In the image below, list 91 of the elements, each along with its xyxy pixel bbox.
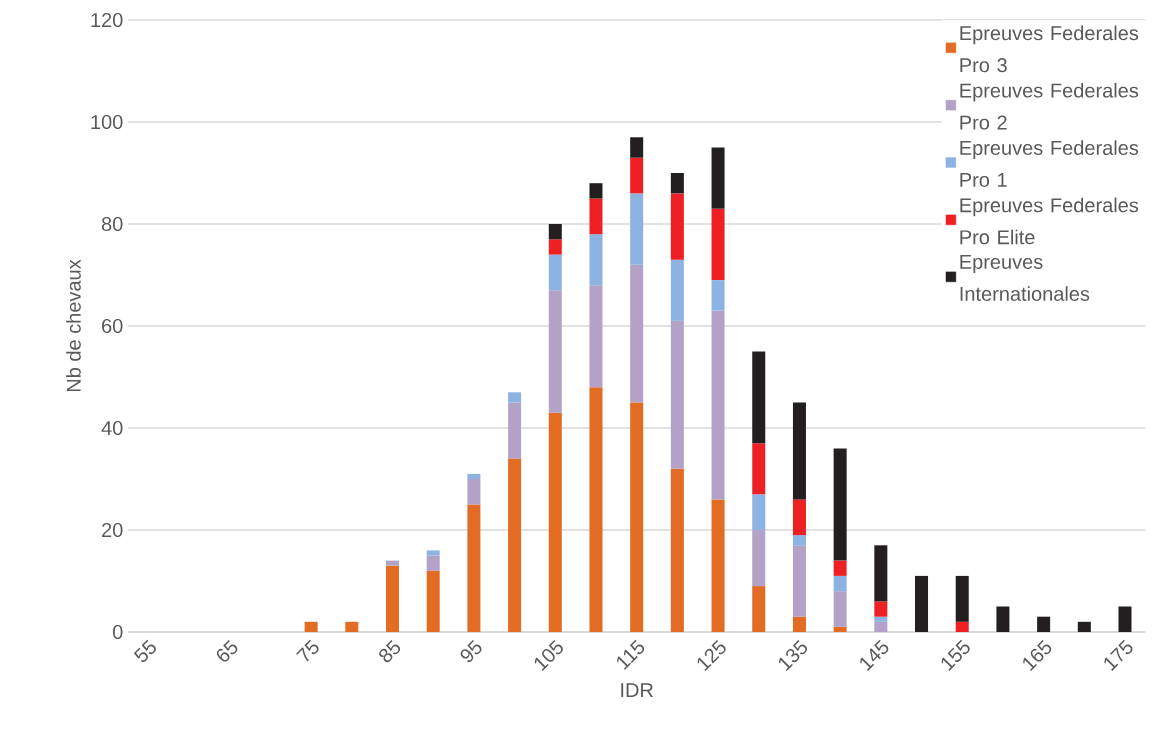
bar — [792, 545, 806, 617]
bar — [508, 402, 522, 459]
y-tick-label: 120 — [91, 12, 123, 28]
bar — [711, 208, 725, 281]
bar — [752, 530, 766, 587]
bar — [670, 193, 684, 260]
bar — [589, 387, 603, 632]
bar — [752, 586, 766, 632]
y-tick-label: 20 — [102, 522, 123, 538]
bar — [589, 234, 603, 286]
bar — [467, 478, 481, 505]
bar — [345, 621, 359, 632]
x-tick-label: 145 — [860, 639, 889, 671]
bar — [955, 575, 969, 622]
x-tick-label: 175 — [1104, 639, 1133, 671]
x-tick-label: 55 — [133, 639, 156, 663]
x-tick-label: 125 — [697, 639, 726, 672]
bar — [589, 198, 603, 235]
bar — [792, 402, 806, 500]
bar — [548, 223, 562, 240]
bar — [752, 443, 766, 495]
legend-label: Epreuves Internationales — [960, 255, 1090, 301]
bar — [874, 601, 888, 617]
bar — [630, 402, 644, 632]
y-tick-label: 40 — [101, 420, 123, 436]
bar — [670, 259, 684, 321]
x-tick-label: 155 — [941, 639, 970, 671]
bar — [426, 570, 440, 632]
y-tick-label: 60 — [102, 318, 123, 334]
bar — [996, 606, 1010, 632]
bar — [589, 285, 603, 388]
bar — [792, 499, 806, 536]
x-tick-label: 105 — [534, 639, 563, 672]
y-axis-title: Nb de chevaux — [66, 259, 81, 392]
bar — [711, 280, 725, 311]
bar — [711, 147, 725, 209]
x-tick-label: 135 — [778, 639, 808, 672]
x-tick-label: 65 — [216, 639, 238, 662]
bar — [874, 621, 888, 632]
bar — [508, 458, 522, 632]
bar — [548, 290, 562, 413]
y-tick-label: 0 — [112, 624, 123, 640]
bar — [833, 448, 847, 561]
legend-label: Epreuves Federales Pro 1 — [960, 140, 1139, 187]
bar — [874, 545, 888, 602]
bar — [915, 575, 929, 632]
bar — [630, 193, 644, 265]
bar — [833, 560, 847, 576]
x-tick-label: 85 — [379, 639, 401, 663]
x-tick-label: 75 — [296, 639, 319, 662]
bar — [548, 254, 562, 291]
x-tick-label: 95 — [460, 639, 482, 663]
bar — [1077, 621, 1091, 632]
bar — [589, 183, 603, 199]
bar — [630, 157, 644, 194]
y-tick-label: 100 — [91, 114, 123, 130]
bar — [467, 504, 481, 632]
bar — [386, 565, 400, 632]
bar — [833, 591, 847, 627]
bar — [1037, 616, 1051, 632]
bar — [955, 621, 969, 632]
x-tick-label: 165 — [1023, 639, 1052, 672]
bar — [670, 172, 684, 194]
bar — [752, 494, 766, 530]
bar — [792, 535, 806, 546]
bar — [711, 499, 725, 632]
bar — [548, 412, 562, 632]
bar — [630, 264, 644, 403]
bar — [548, 239, 562, 255]
bar — [386, 560, 400, 566]
bar — [833, 575, 847, 592]
bar — [508, 392, 522, 403]
bar — [630, 137, 644, 158]
bar — [304, 621, 318, 632]
legend-label: Epreuves Federales Pro 3 — [960, 25, 1139, 73]
legend-label: Epreuves Federales Pro 2 — [960, 82, 1139, 130]
bar — [670, 468, 684, 632]
bar — [1118, 606, 1132, 632]
x-tick-label: 115 — [617, 639, 645, 670]
bar — [670, 320, 684, 469]
x-axis-title: IDR — [621, 683, 653, 697]
bar — [792, 616, 806, 632]
legend-label: Epreuves Federales Pro Elite — [960, 197, 1139, 245]
bar — [426, 555, 440, 571]
bar — [426, 550, 440, 556]
bar — [833, 626, 847, 632]
bar — [874, 616, 888, 622]
bar — [752, 351, 766, 444]
bar — [467, 473, 481, 479]
y-tick-label: 80 — [101, 216, 123, 232]
bar — [711, 310, 725, 500]
